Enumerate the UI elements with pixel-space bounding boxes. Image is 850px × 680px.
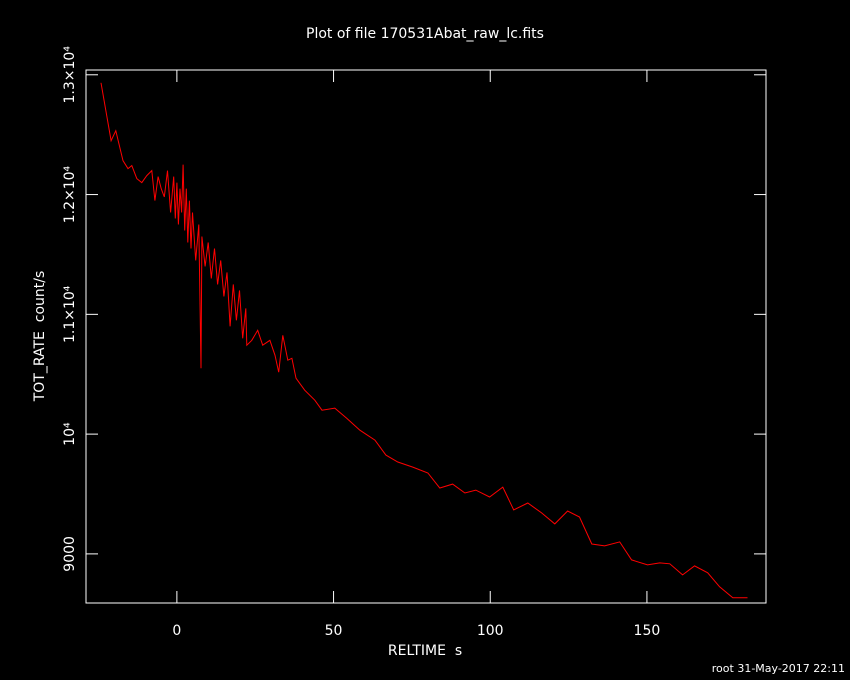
y-tick-label: 10⁴ — [62, 422, 78, 446]
footer: root 31-May-2017 22:11 — [712, 662, 845, 675]
x-tick-label: 150 — [634, 623, 661, 639]
y-tick-label: 1.3×10⁴ — [62, 46, 78, 104]
x-tick-label: 100 — [477, 623, 504, 639]
y-tick-label: 1.1×10⁴ — [62, 285, 78, 343]
y-tick-label: 9000 — [62, 536, 78, 572]
x-axis-label: RELTIME s — [388, 643, 462, 659]
y-axis-label: TOT_RATE count/s — [32, 271, 48, 403]
x-tick-label: 0 — [172, 623, 181, 639]
x-tick-label: 50 — [325, 623, 343, 639]
chart-title: Plot of file 170531Abat_raw_lc.fits — [306, 26, 544, 42]
y-tick-label: 1.2×10⁴ — [62, 165, 78, 223]
plot-frame — [85, 69, 767, 604]
data-line — [100, 82, 748, 599]
